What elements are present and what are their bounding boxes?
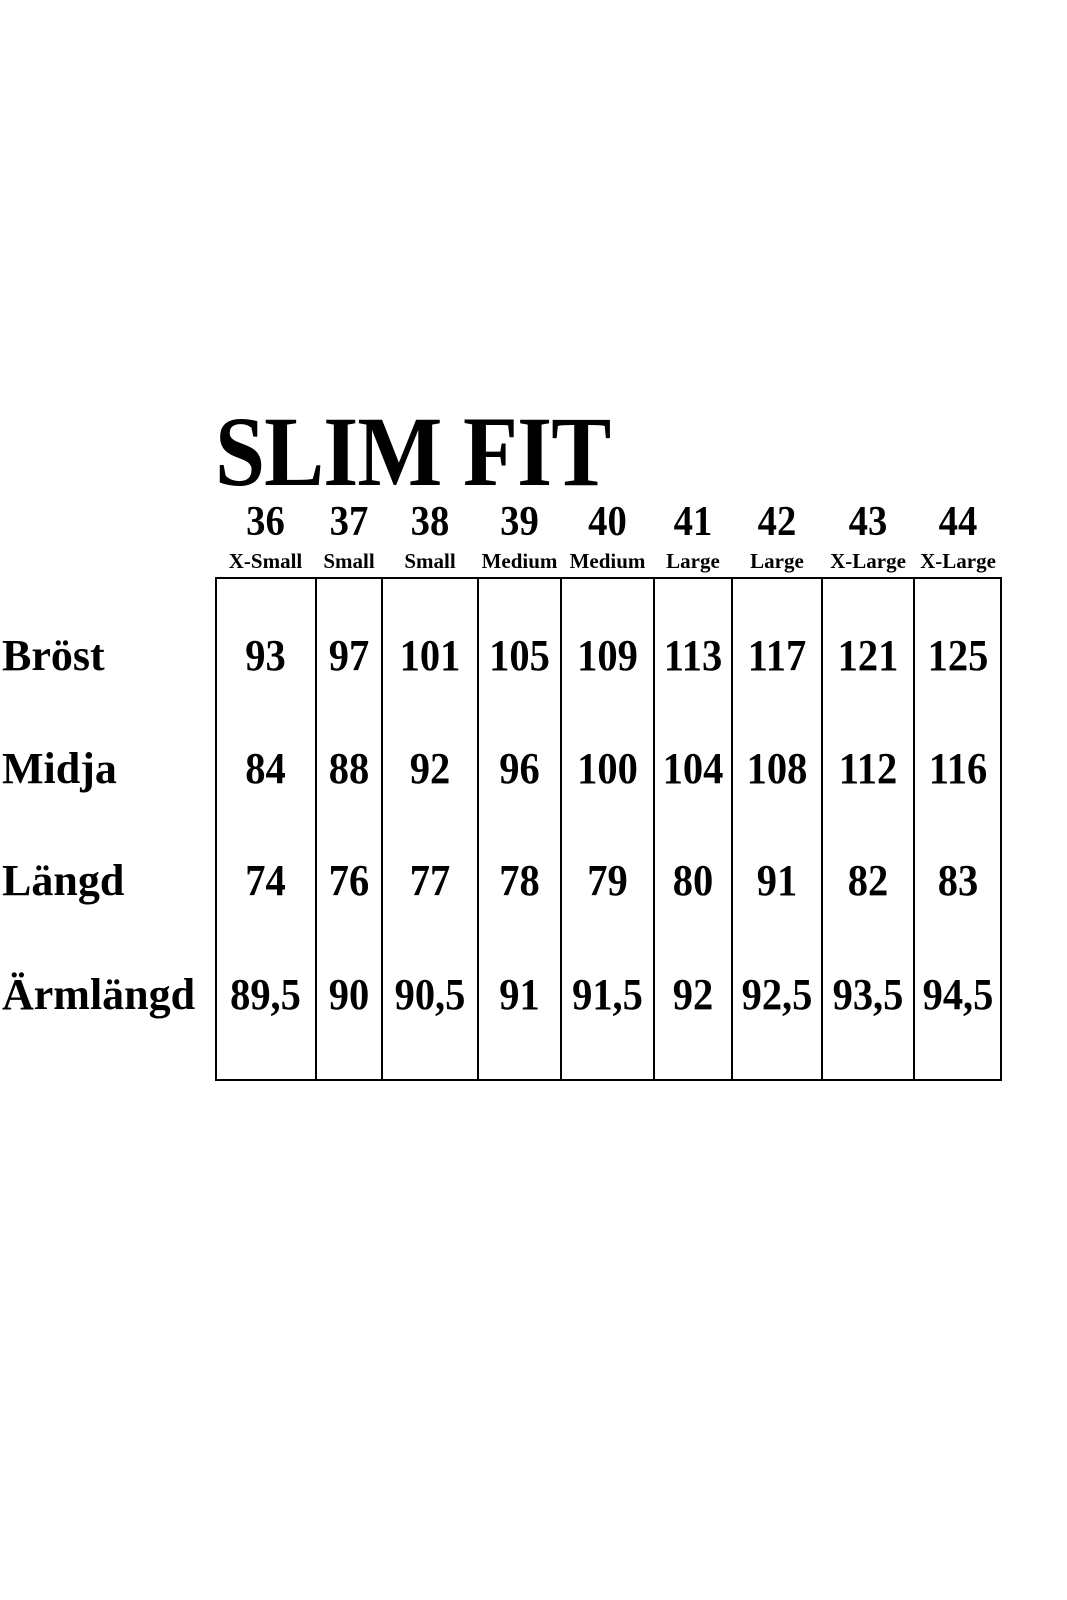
table-cell: 91,5 bbox=[572, 970, 643, 1019]
size-label: Large bbox=[750, 549, 804, 573]
table-cell: 92,5 bbox=[741, 970, 813, 1019]
table-cell: 89,5 bbox=[230, 970, 301, 1019]
size-number: 38 bbox=[410, 499, 450, 545]
size-label: Small bbox=[323, 549, 375, 573]
page-title: SLIM FIT bbox=[215, 396, 611, 507]
table-cell: 113 bbox=[663, 631, 723, 680]
table-cell: 125 bbox=[927, 631, 989, 680]
table-cell: 90,5 bbox=[394, 970, 466, 1019]
size-table bbox=[215, 577, 1002, 1081]
column-divider bbox=[560, 577, 562, 1081]
column-divider bbox=[913, 577, 915, 1081]
table-cell: 117 bbox=[747, 631, 807, 680]
table-cell: 97 bbox=[328, 631, 370, 680]
table-cell: 78 bbox=[499, 856, 540, 905]
size-label: Small bbox=[404, 549, 456, 573]
size-label: Medium bbox=[569, 549, 646, 573]
size-label: X-Large bbox=[920, 549, 996, 573]
column-divider bbox=[477, 577, 479, 1081]
table-cell: 92 bbox=[672, 970, 714, 1019]
size-number: 37 bbox=[329, 499, 369, 545]
size-label: X-Small bbox=[228, 549, 303, 573]
table-cell: 93 bbox=[245, 631, 286, 680]
size-number: 41 bbox=[673, 499, 713, 545]
size-number: 39 bbox=[500, 499, 539, 545]
table-cell: 77 bbox=[409, 856, 451, 905]
table-cell: 101 bbox=[399, 631, 461, 680]
table-cell: 108 bbox=[746, 744, 808, 793]
table-cell: 83 bbox=[937, 856, 979, 905]
table-cell: 84 bbox=[245, 744, 286, 793]
table-cell: 80 bbox=[672, 856, 714, 905]
size-label: Large bbox=[666, 549, 720, 573]
table-cell: 82 bbox=[847, 856, 889, 905]
table-cell: 91 bbox=[499, 970, 540, 1019]
size-number: 44 bbox=[938, 499, 978, 545]
size-number: 40 bbox=[588, 499, 627, 545]
table-cell: 90 bbox=[328, 970, 370, 1019]
table-cell: 88 bbox=[328, 744, 370, 793]
table-cell: 121 bbox=[837, 631, 899, 680]
column-divider bbox=[315, 577, 317, 1081]
table-cell: 93,5 bbox=[832, 970, 904, 1019]
column-divider bbox=[731, 577, 733, 1081]
size-label: X-Large bbox=[830, 549, 906, 573]
table-cell: 96 bbox=[499, 744, 540, 793]
size-label: Medium bbox=[481, 549, 558, 573]
table-cell: 74 bbox=[245, 856, 286, 905]
table-cell: 76 bbox=[328, 856, 370, 905]
table-cell: 100 bbox=[577, 744, 638, 793]
table-cell: 104 bbox=[662, 744, 724, 793]
table-cell: 105 bbox=[489, 631, 550, 680]
table-cell: 91 bbox=[756, 856, 798, 905]
size-number: 43 bbox=[848, 499, 888, 545]
size-number: 42 bbox=[757, 499, 797, 545]
row-label: Bröst bbox=[2, 631, 105, 680]
table-cell: 79 bbox=[587, 856, 628, 905]
table-cell: 92 bbox=[409, 744, 451, 793]
table-cell: 109 bbox=[577, 631, 638, 680]
row-label: Ärmlängd bbox=[2, 970, 196, 1019]
column-divider bbox=[653, 577, 655, 1081]
row-label: Längd bbox=[2, 856, 125, 905]
column-divider bbox=[381, 577, 383, 1081]
table-cell: 94,5 bbox=[922, 970, 994, 1019]
table-cell: 116 bbox=[928, 744, 988, 793]
row-label: Midja bbox=[2, 744, 117, 793]
size-number: 36 bbox=[246, 499, 285, 545]
column-divider bbox=[821, 577, 823, 1081]
table-cell: 112 bbox=[838, 744, 898, 793]
